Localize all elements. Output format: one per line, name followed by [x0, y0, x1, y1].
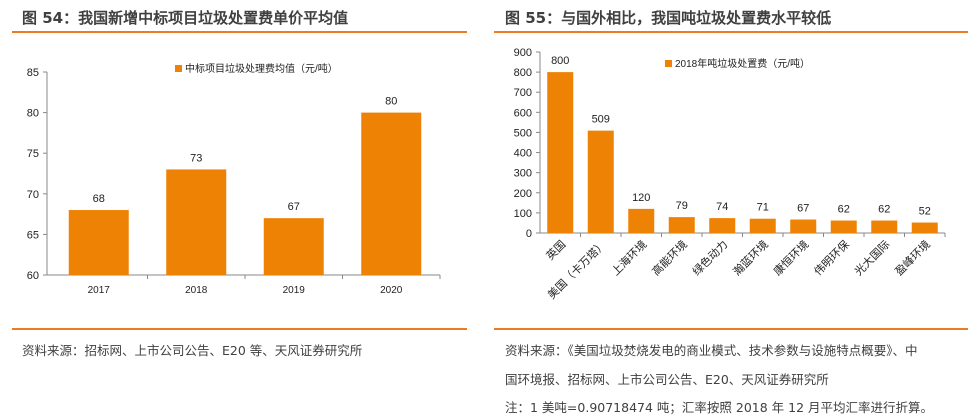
chart2-bar — [709, 218, 736, 233]
chart2-y-tick-label: 400 — [514, 148, 532, 160]
chart1-x-tick-label: 2019 — [283, 285, 306, 296]
chart2-legend-swatch — [665, 60, 672, 67]
chart2-legend-label: 2018年吨垃圾处置费（元/吨） — [675, 57, 810, 70]
right-source-line-1: 资料来源：《美国垃圾焚烧发电的商业模式、技术参数与设施特点概要》、中 — [505, 343, 918, 358]
chart2-x-tick-label: 英国 — [543, 237, 568, 262]
chart2-bar — [911, 222, 938, 233]
left-source: 资料来源：招标网、上市公司公告、E20 等、天风证券研究所 — [22, 343, 363, 358]
chart2-bar — [830, 220, 857, 233]
chart2-y-tick-label: 600 — [514, 107, 532, 119]
chart2-data-label: 52 — [919, 206, 931, 218]
chart1-legend-label: 中标项目垃圾处理费均值（元/吨） — [185, 62, 338, 75]
right-source-line-3: 注：1 美吨=0.90718474 吨；汇率按照 2018 年 12 月平均汇率… — [505, 400, 934, 415]
left-figure-title: 图 54：我国新增中标项目垃圾处置费单价平均值 — [22, 9, 349, 27]
right-footer-rule — [494, 328, 968, 330]
chart1-y-tick-label: 70 — [27, 189, 39, 201]
chart2-y-tick-label: 100 — [514, 208, 532, 220]
chart1-data-label: 67 — [288, 201, 300, 213]
chart2-x-tick-label: 上海环境 — [608, 237, 649, 278]
chart2-x-tick-label: 瀚蓝环境 — [730, 237, 771, 278]
chart2-data-label: 62 — [878, 204, 890, 216]
chart1-bar — [263, 218, 324, 275]
chart2-bar — [547, 72, 574, 233]
chart2-x-tick-label: 康恒环境 — [770, 237, 811, 278]
chart1-data-label: 73 — [190, 152, 202, 164]
chart1-y-tick-label: 80 — [27, 108, 39, 120]
chart2-bar — [628, 208, 655, 233]
right-figure-title: 图 55：与国外相比，我国吨垃圾处置费水平较低 — [505, 9, 832, 27]
chart2-bar — [668, 217, 695, 233]
chart2-data-label: 71 — [757, 202, 769, 214]
chart2-data-label: 120 — [632, 192, 650, 204]
chart2-bar — [587, 130, 614, 233]
chart1-data-label: 68 — [93, 193, 105, 205]
chart2-x-tick-label: 高能环境 — [649, 237, 690, 278]
chart2-x-tick-label: 伟明环保 — [811, 237, 852, 278]
left-footer-rule — [12, 328, 467, 330]
chart1-bar — [68, 210, 129, 275]
chart1-y-tick-label: 65 — [27, 229, 39, 241]
chart1-x-tick-label: 2020 — [380, 285, 403, 296]
chart2-data-label: 74 — [716, 201, 728, 213]
chart2-bar — [749, 218, 776, 233]
chart2-y-tick-label: 300 — [514, 168, 532, 180]
chart2-data-label: 79 — [676, 200, 688, 212]
chart2-y-tick-label: 500 — [514, 127, 532, 139]
chart2-x-tick-label: 绿色动力 — [689, 237, 730, 278]
chart2-data-label: 67 — [797, 203, 809, 215]
right-source-line-2: 国环境报、招标网、上市公司公告、E20、天风证券研究所 — [505, 372, 829, 387]
chart1-x-tick-label: 2018 — [185, 285, 208, 296]
chart2-bar — [871, 220, 898, 233]
chart1-x-tick-label: 2017 — [88, 285, 111, 296]
chart2-x-tick-label: 光大国际 — [851, 237, 892, 278]
chart1-y-tick-label: 85 — [27, 67, 39, 79]
chart2-data-label: 800 — [551, 55, 569, 67]
chart1-y-tick-label: 75 — [27, 148, 39, 160]
chart2-y-tick-label: 0 — [526, 228, 532, 240]
chart1-bar — [361, 112, 422, 275]
chart2-y-tick-label: 800 — [514, 67, 532, 79]
chart2-y-tick-label: 200 — [514, 188, 532, 200]
chart2-y-tick-label: 900 — [514, 47, 532, 59]
chart2-data-label: 509 — [592, 114, 610, 126]
chart1-y-tick-label: 60 — [27, 270, 39, 282]
chart1-legend-swatch — [175, 65, 182, 72]
right-title-rule — [494, 31, 968, 33]
chart2-data-label: 62 — [838, 204, 850, 216]
chart1-bar — [166, 169, 227, 275]
left-title-rule — [12, 31, 467, 33]
chart1-data-label: 80 — [385, 96, 397, 108]
chart2-x-tick-label: 盈峰环境 — [892, 237, 933, 278]
chart2-bar — [790, 219, 817, 233]
chart2-y-tick-label: 700 — [514, 87, 532, 99]
